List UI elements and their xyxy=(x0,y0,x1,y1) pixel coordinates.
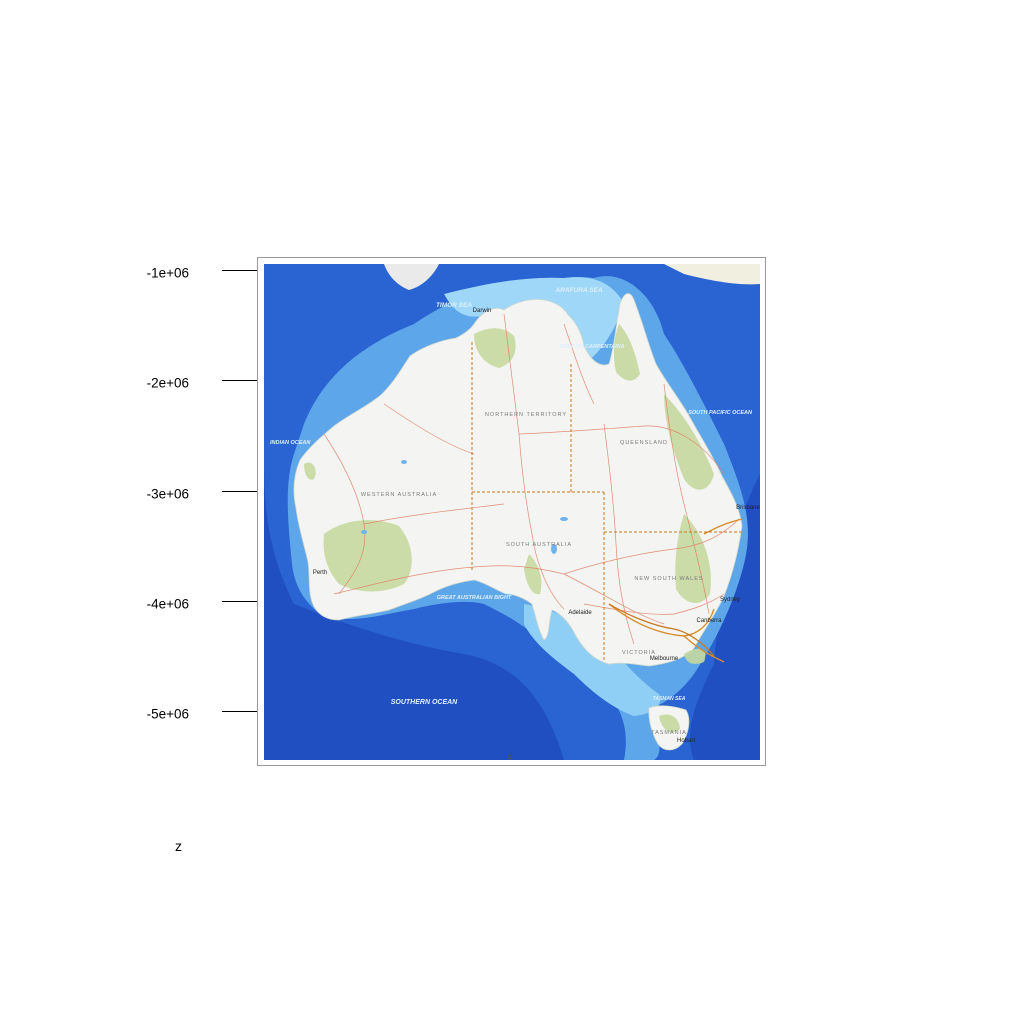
label-arafura-sea: ARAFURA SEA xyxy=(554,287,602,294)
city-canberra: Canberra xyxy=(696,618,722,624)
city-perth: Perth xyxy=(313,570,327,576)
city-brisbane: Brisbane xyxy=(736,505,760,511)
label-indian-ocean: INDIAN OCEAN xyxy=(270,440,311,446)
label-south-pacific: SOUTH PACIFIC OCEAN xyxy=(688,410,753,416)
label-south-australia: SOUTH AUSTRALIA xyxy=(506,542,572,548)
label-gulf-carpentaria: GULF OF CARPENTARIA xyxy=(559,344,624,350)
y-tick-label-2: -2e+06 xyxy=(146,375,189,391)
city-darwin: Darwin xyxy=(473,308,492,314)
x-axis-label: x xyxy=(507,752,512,763)
y-tick-2 xyxy=(222,380,257,381)
y-tick-5 xyxy=(222,711,257,712)
label-queensland: QUEENSLAND xyxy=(620,440,668,446)
lakes xyxy=(361,460,568,554)
vic-nsw-border xyxy=(608,603,715,657)
y-tick-label-5: -5e+06 xyxy=(146,706,189,722)
label-northern-territory: NORTHERN TERRITORY xyxy=(485,412,567,418)
label-new-south-wales: NEW SOUTH WALES xyxy=(634,576,703,582)
y-tick-4 xyxy=(222,601,257,602)
city-sydney: Sydney xyxy=(720,597,740,603)
label-great-bight: GREAT AUSTRALIAN BIGHT xyxy=(437,595,512,601)
y-tick-3 xyxy=(222,491,257,492)
vegetation-layer xyxy=(304,324,714,733)
label-tasman-sea: TASMAN SEA xyxy=(653,696,686,702)
road-network xyxy=(323,313,740,645)
y-tick-label-1: -1e+06 xyxy=(146,265,189,281)
y-tick-label-3: -3e+06 xyxy=(146,486,189,502)
label-tasmania: TASMANIA xyxy=(651,730,687,736)
y-tick-1 xyxy=(222,270,257,271)
label-western-australia: WESTERN AUSTRALIA xyxy=(361,492,437,498)
city-melbourne: Melbourne xyxy=(650,656,679,662)
australia-basemap: TIMOR SEA ARAFURA SEA GULF OF CARPENTARI… xyxy=(264,264,760,760)
y-tick-label-4: -4e+06 xyxy=(146,596,189,612)
city-hobart: Hobart xyxy=(677,738,695,744)
label-timor-sea: TIMOR SEA xyxy=(436,302,472,309)
major-highways xyxy=(608,518,743,663)
northern-land-fragment-2 xyxy=(664,264,760,285)
legend-label: z xyxy=(175,838,182,854)
label-southern-ocean: SOUTHERN OCEAN xyxy=(391,699,458,706)
shallow-water-south xyxy=(524,604,661,716)
city-adelaide: Adelaide xyxy=(568,610,592,616)
northern-land-fragment xyxy=(384,264,439,290)
state-borders xyxy=(471,342,742,660)
label-victoria: VICTORIA xyxy=(622,650,656,656)
